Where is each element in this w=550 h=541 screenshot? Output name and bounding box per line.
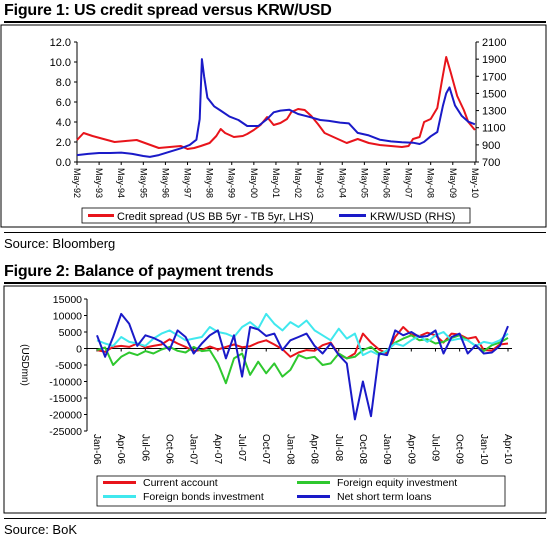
figure1-right-tick-label: 1300 bbox=[482, 106, 506, 118]
figure1-x-tick-label: May-00 bbox=[249, 168, 259, 198]
figure1-left-tick-label: 6.0 bbox=[56, 97, 71, 109]
figure2-x-tick-label: Apr-07 bbox=[212, 434, 223, 464]
figure1-x-tick-label: May-94 bbox=[116, 168, 126, 198]
figure2-title: Figure 2: Balance of payment trends bbox=[4, 263, 274, 280]
figure2-x-tick-label: Apr-08 bbox=[309, 434, 320, 464]
figure1-source: Source: Bloomberg bbox=[4, 236, 116, 251]
figure2-x-tick-label: Jan-06 bbox=[91, 434, 102, 465]
figure1-x-tick-label: May-93 bbox=[94, 168, 104, 198]
figure2-y-tick-label: -5000 bbox=[55, 360, 82, 372]
figure1-x-tick-label: May-99 bbox=[227, 168, 237, 198]
figure2-x-tick-label: Jul-08 bbox=[333, 434, 344, 462]
figure2-y-tick-label: 5000 bbox=[59, 327, 83, 339]
figure1-x-tick-label: May-09 bbox=[448, 168, 458, 198]
credit-spread-line bbox=[76, 56, 476, 150]
figure2-x-tick-label: Apr-06 bbox=[115, 434, 126, 464]
figure2-x-tick-label: Jul-09 bbox=[429, 434, 440, 462]
figure1-x-tick-label: May-07 bbox=[404, 168, 414, 198]
figure2-x-tick-label: Jan-10 bbox=[478, 434, 489, 465]
figure1-x-tick-label: May-08 bbox=[426, 168, 436, 198]
figure2-x-tick-label: Jul-07 bbox=[236, 434, 247, 462]
figure2-x-tick-label: Jan-07 bbox=[188, 434, 199, 465]
figure1-left-tick-label: 10.0 bbox=[50, 57, 71, 69]
figure2-y-tick-label: -25000 bbox=[49, 426, 82, 438]
figure2-x-tick-label: Apr-10 bbox=[502, 434, 513, 464]
figure2-x-tick-label: Jan-09 bbox=[381, 434, 392, 465]
net-short-term-loans-legend-label: Net short term loans bbox=[337, 491, 432, 503]
figure1-x-tick-label: May-01 bbox=[271, 168, 281, 198]
figure1-frame bbox=[0, 24, 547, 228]
figure2-x-tick-label: Jan-08 bbox=[284, 434, 295, 465]
figure1-x-tick-label: May-02 bbox=[293, 168, 303, 198]
current-account-legend-label: Current account bbox=[143, 477, 218, 489]
credit-spread-legend-label: Credit spread (US BB 5yr - TB 5yr, LHS) bbox=[117, 211, 314, 223]
current-account-line bbox=[96, 326, 509, 360]
figure1-x-tick-label: May-92 bbox=[72, 168, 82, 198]
figure2-x-tick-label: Apr-09 bbox=[405, 434, 416, 464]
figure1-title: Figure 1: US credit spread versus KRW/US… bbox=[4, 2, 332, 19]
figure2-y-tick-label: -10000 bbox=[49, 377, 82, 389]
figure1-right-tick-label: 1100 bbox=[482, 123, 506, 135]
figure2-y-tick-label: -20000 bbox=[49, 410, 82, 422]
figure1-x-tick-label: May-10 bbox=[470, 168, 480, 198]
figure2-title-rule bbox=[4, 282, 546, 284]
figure1-x-tick-label: May-04 bbox=[337, 168, 347, 198]
figure1-x-tick-label: May-06 bbox=[381, 168, 391, 198]
figure1-left-tick-label: 2.0 bbox=[56, 137, 71, 149]
net-short-term-loans-line bbox=[96, 312, 509, 421]
figure2-x-tick-label: Oct-07 bbox=[260, 434, 271, 464]
figure2-chart: -25000 -20000 -15000 -10000 -5000 0 5000 10000 1… bbox=[3, 285, 547, 514]
foreign-bonds-line bbox=[96, 312, 509, 357]
figure1-left-tick-label: 0.0 bbox=[56, 157, 71, 169]
figure1-right-tick-label: 1500 bbox=[482, 88, 506, 100]
figure2-y-tick-label: -15000 bbox=[49, 393, 82, 405]
figure1-right-tick-label: 2100 bbox=[482, 37, 506, 49]
figure2-x-tick-label: Oct-06 bbox=[164, 434, 175, 464]
krw-usd-line bbox=[76, 58, 476, 158]
figure2-y-axis-label: (USDmn) bbox=[19, 344, 30, 386]
figure2-y-tick-label: 0 bbox=[76, 344, 82, 356]
figure1-x-tick-label: May-96 bbox=[160, 168, 170, 198]
figure1-x-tick-label: May-05 bbox=[359, 168, 369, 198]
figure1-x-tick-label: May-95 bbox=[138, 168, 148, 198]
figure1-bottom-rule bbox=[4, 232, 546, 233]
figure1-x-tick-label: May-03 bbox=[315, 168, 325, 198]
figure2-frame bbox=[3, 285, 547, 514]
foreign-equity-legend-label: Foreign equity investment bbox=[337, 477, 457, 489]
foreign-bonds-legend-label: Foreign bonds investment bbox=[143, 491, 264, 503]
figure1-x-tick-label: May-98 bbox=[205, 168, 215, 198]
figure1-right-tick-label: 900 bbox=[482, 140, 500, 152]
figure2-bottom-rule bbox=[4, 518, 546, 519]
figure1-chart: 0.0 2.0 4.0 6.0 8.0 10.0 12.0 700 900 1100 1300 150… bbox=[0, 24, 547, 228]
figure2-x-tick-label: Oct-08 bbox=[357, 434, 368, 464]
figure1-right-tick-label: 700 bbox=[482, 157, 500, 169]
figure1-left-tick-label: 8.0 bbox=[56, 77, 71, 89]
figure1-left-tick-label: 12.0 bbox=[50, 37, 71, 49]
figure1-legend-box bbox=[81, 207, 471, 224]
figure1-right-tick-label: 1900 bbox=[482, 54, 506, 66]
figure2-y-tick-label: 15000 bbox=[53, 294, 82, 306]
figure1-left-tick-label: 4.0 bbox=[56, 117, 71, 129]
figure2-x-tick-label: Jul-06 bbox=[139, 434, 150, 462]
foreign-equity-line bbox=[96, 334, 509, 385]
figure2-source: Source: BoK bbox=[4, 522, 77, 537]
figure2-x-tick-label: Oct-09 bbox=[454, 434, 465, 464]
figure2-y-tick-label: 10000 bbox=[53, 311, 82, 323]
krw-usd-legend-label: KRW/USD (RHS) bbox=[370, 211, 455, 223]
figure1-x-tick-label: May-97 bbox=[183, 168, 193, 198]
figure1-title-rule bbox=[4, 21, 546, 23]
figure1-right-tick-label: 1700 bbox=[482, 71, 506, 83]
